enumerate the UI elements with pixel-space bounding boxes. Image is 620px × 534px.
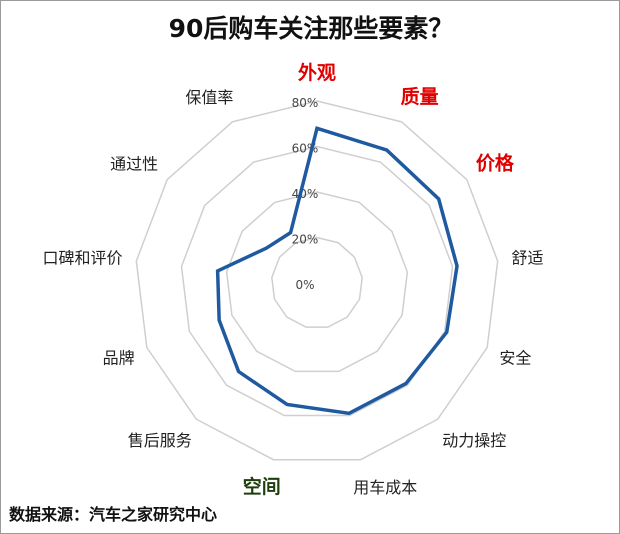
series-line [215,126,459,416]
category-label: 保值率 [185,88,233,107]
grid-ring [180,145,454,417]
category-label: 口碑和评价 [43,249,123,268]
category-label: 舒适 [511,249,543,268]
category-label: 动力操控 [442,431,506,450]
category-label: 质量 [401,86,439,108]
category-label: 安全 [499,348,531,367]
category-label: 用车成本 [353,478,417,497]
tick-label: 80% [292,96,319,110]
tick-label: 0% [295,278,314,292]
category-label: 品牌 [103,348,135,367]
category-label: 价格 [476,152,515,175]
grid-ring [225,191,409,373]
category-label: 通过性 [110,155,158,174]
tick-label: 40% [292,187,319,201]
tick-label: 20% [292,233,319,247]
category-label: 空间 [243,475,281,498]
category-label: 售后服务 [128,431,192,450]
chart-title: 90后购车关注那些要素？ [168,14,454,43]
grid-ring [135,100,499,461]
category-label: 外观 [298,61,336,84]
grid-ring [271,236,363,328]
data-source: 数据来源：汽车之家研究中心 [9,505,218,524]
